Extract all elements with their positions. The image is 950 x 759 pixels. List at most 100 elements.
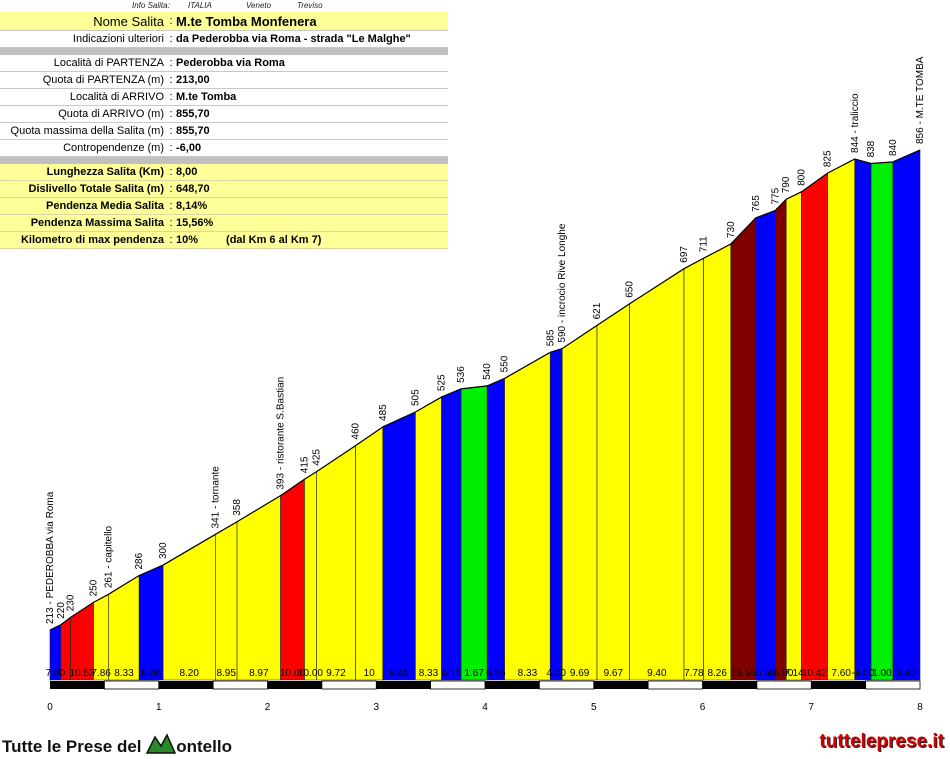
profile-segment-13 bbox=[382, 411, 416, 681]
grade-label: 1.67 bbox=[464, 668, 484, 679]
grade-label: 8.33 bbox=[419, 668, 439, 679]
profile-segment-26 bbox=[755, 210, 776, 681]
label-gain: Dislivello Totale Salita (m) bbox=[28, 183, 165, 195]
value-km: 10% bbox=[176, 234, 199, 246]
altitude-label: 393 - ristorante S.Bastian bbox=[276, 377, 287, 490]
profile-segment-5 bbox=[138, 564, 164, 681]
profile-segment-30 bbox=[827, 158, 856, 681]
value-start: Pederobba via Roma bbox=[176, 57, 285, 69]
grade-label: 6.36 bbox=[141, 668, 161, 679]
row-gain: Dislivello Totale Salita (m): 648,70 bbox=[0, 181, 448, 198]
grade-label: 7.78 bbox=[684, 668, 704, 679]
altitude-label: 621 bbox=[592, 302, 603, 319]
altitude-label: 790 bbox=[781, 176, 792, 193]
profile-segment-29 bbox=[801, 172, 828, 681]
altitude-label: 341 - tornante bbox=[210, 466, 221, 529]
grade-label: 8.33 bbox=[114, 668, 134, 679]
km-bar-dark bbox=[485, 681, 540, 689]
altitude-label: 765 bbox=[751, 195, 762, 212]
row-start-alt: Quota di PARTENZA (m): 213,00 bbox=[0, 72, 448, 89]
km-bar-dark bbox=[50, 681, 105, 689]
km-bar-dark bbox=[593, 681, 649, 689]
label-max: Pendenza Massima Salita bbox=[30, 217, 164, 229]
km-tick-label: 8 bbox=[917, 702, 923, 713]
profile-segment-7 bbox=[215, 521, 238, 681]
row-max-alt: Quota massima della Salita (m): 855,70 bbox=[0, 123, 448, 140]
grade-label: 9.72 bbox=[326, 668, 346, 679]
value-start-alt: 213,00 bbox=[176, 74, 210, 86]
row-notes: Indicazioni ulteriori: da Pederobba via … bbox=[0, 31, 448, 48]
grade-label: 9.69 bbox=[570, 668, 590, 679]
km-bar-light bbox=[103, 680, 160, 690]
altitude-label: 550 bbox=[500, 355, 511, 372]
value-end: M.te Tomba bbox=[176, 91, 237, 103]
altitude-label: 300 bbox=[158, 542, 169, 559]
km-bar-light bbox=[538, 680, 595, 690]
km-tick-label: 4 bbox=[482, 702, 488, 713]
brand-logo-left: Tutte le Prese del ontello bbox=[2, 733, 232, 757]
altitude-label: 711 bbox=[699, 236, 710, 252]
km-tick-labels: 0 1 2 3 4 5 6 7 8 bbox=[47, 702, 923, 713]
row-km: Kilometro di max pendenza: 10% (dal Km 6 … bbox=[0, 232, 448, 249]
grade-label: 6.11 bbox=[442, 668, 461, 679]
grade-labels: 7.00 10.537.86 8.33 6.36 8.20 8.95 8.97 10.0010… bbox=[46, 668, 917, 679]
value-end-alt: 855,70 bbox=[176, 108, 210, 120]
km-bar-light bbox=[321, 680, 377, 690]
altitude-label: 536 bbox=[456, 366, 467, 383]
brand-logo-right: tutteleprese.it bbox=[819, 731, 944, 752]
altitude-label: 286 bbox=[134, 552, 145, 569]
grade-label: -4.00 bbox=[852, 668, 875, 679]
grade-label: 15.56 bbox=[731, 668, 756, 679]
value-name: M.te Tomba Monfenera bbox=[176, 13, 317, 29]
grade-label: 7.86 bbox=[91, 668, 111, 679]
row-end: Località di ARRIVO: M.te Tomba bbox=[0, 89, 448, 106]
altitude-label: 856 - M.TE TOMBA bbox=[915, 56, 926, 144]
altitude-label: 650 bbox=[625, 281, 636, 298]
profile-segment-22 bbox=[629, 268, 685, 681]
row-counter: Contropendenze (m): -6,00 bbox=[0, 140, 448, 157]
km-tick-label: 6 bbox=[700, 702, 706, 713]
km-tick-label: 1 bbox=[156, 702, 162, 713]
profile-segment-25 bbox=[730, 217, 757, 681]
label-start: Località di PARTENZA bbox=[53, 57, 164, 69]
grade-label: 7.00 bbox=[46, 668, 66, 679]
km-bar-light bbox=[430, 680, 486, 690]
km-bar-dark bbox=[158, 681, 214, 689]
profile-segment-9 bbox=[280, 478, 305, 681]
km-tick-label: 3 bbox=[373, 702, 379, 713]
altitude-label: 844 - traliccio bbox=[850, 93, 861, 153]
km-scale-bar bbox=[50, 680, 921, 690]
profile-segment-21 bbox=[596, 303, 630, 681]
grade-label: 5.56 bbox=[756, 668, 776, 679]
profile-segment-33 bbox=[892, 149, 921, 681]
grade-label: 8.97 bbox=[249, 668, 269, 679]
profile-segment-14 bbox=[415, 396, 442, 681]
km-tick-label: 5 bbox=[591, 702, 597, 713]
label-notes: Indicazioni ulteriori bbox=[72, 33, 164, 45]
grade-label: 10.00 bbox=[280, 668, 305, 679]
altitude-label: 213 - PEDEROBBA via Roma bbox=[45, 491, 56, 624]
profile-segment-6 bbox=[162, 533, 216, 681]
altitude-label: 460 bbox=[351, 422, 362, 439]
altitude-label: 540 bbox=[482, 363, 493, 380]
grade-label: 7.14 bbox=[784, 668, 804, 679]
km-bar-dark bbox=[376, 681, 431, 689]
profile-segment-27 bbox=[775, 198, 787, 681]
info-header-province: Treviso bbox=[297, 1, 323, 10]
altitude-label: 425 bbox=[311, 449, 322, 466]
row-name: Nome Salita: M.te Tomba Monfenera bbox=[0, 12, 448, 31]
altitude-label: 261 - capitello bbox=[104, 525, 115, 588]
info-header-region: Veneto bbox=[246, 1, 272, 10]
altitude-label: 825 bbox=[823, 150, 834, 167]
profile-segment-12 bbox=[355, 426, 384, 681]
value-counter: -6,00 bbox=[176, 142, 202, 154]
value-length: 8,00 bbox=[176, 166, 198, 178]
mountain-m-icon bbox=[146, 733, 177, 754]
profile-segment-8 bbox=[236, 495, 281, 681]
altitude-label: 525 bbox=[437, 374, 448, 391]
grade-label: 10 bbox=[364, 668, 376, 679]
altitude-label: 800 bbox=[796, 169, 807, 186]
profile-segment-19 bbox=[549, 348, 563, 681]
grade-label: 8.95 bbox=[216, 668, 236, 679]
info-header-country: ITALIA bbox=[188, 1, 212, 10]
